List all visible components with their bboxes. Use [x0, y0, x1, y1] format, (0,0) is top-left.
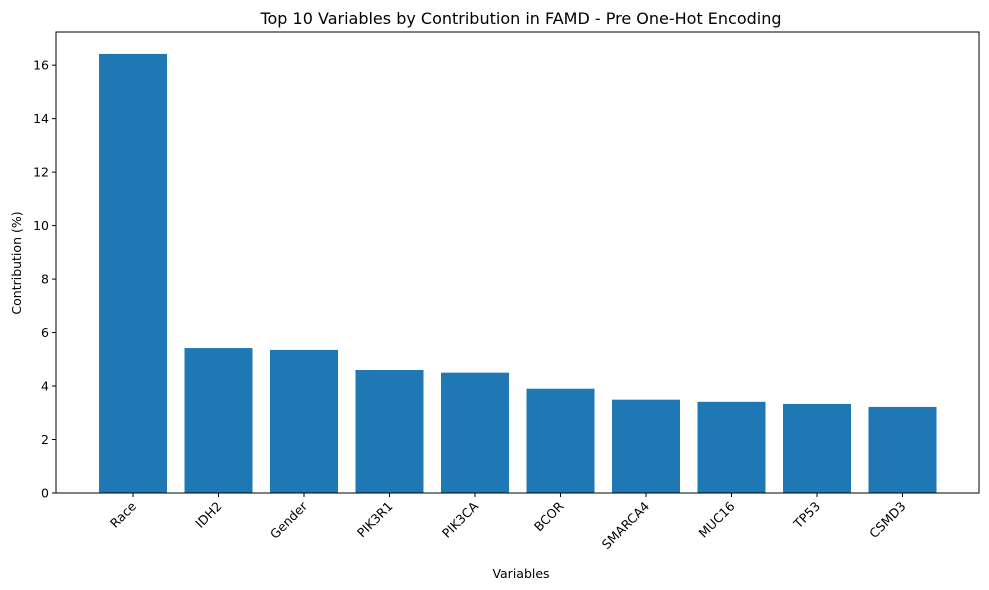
x-tick-label: PIK3CA [439, 498, 481, 540]
y-tick-label: 16 [33, 58, 49, 73]
y-tick-label: 4 [41, 379, 49, 394]
bar-race [99, 53, 167, 494]
plot-area: 0 2 4 6 8 10 12 14 16 Race IDH2 Gender PIK3R1 PIK3CA B… [33, 31, 980, 552]
y-tick-label: 2 [41, 432, 49, 447]
x-tick-label: PIK3R1 [354, 499, 396, 541]
bar-tp53 [783, 403, 851, 493]
x-tick-label: BCOR [531, 498, 567, 534]
bar-idh2 [184, 348, 253, 493]
y-axis-label: Contribution (%) [9, 211, 24, 314]
x-tick-label: IDH2 [192, 499, 224, 531]
x-tick-label: CSMD3 [866, 499, 908, 541]
y-tick-label: 0 [41, 486, 49, 501]
y-tick-label: 10 [33, 218, 49, 233]
x-tick-label: TP53 [790, 499, 823, 532]
x-tick-label: Race [107, 498, 139, 530]
plot-frame [55, 31, 980, 494]
y-tick-label: 12 [33, 165, 49, 180]
bar-bcor [526, 388, 595, 493]
y-tick-label: 6 [41, 325, 49, 340]
bar-csmd3 [868, 406, 937, 493]
x-tick-label: SMARCA4 [599, 498, 652, 551]
x-axis-label: Variables [492, 566, 549, 581]
y-tick-label: 14 [33, 111, 49, 126]
bar-pik3ca [441, 372, 509, 493]
x-tick-label: Gender [267, 498, 311, 542]
chart-title: Top 10 Variables by Contribution in FAMD… [259, 9, 781, 28]
bar-smarca4 [612, 399, 680, 493]
bar-muc16 [697, 401, 766, 493]
bar-pik3r1 [355, 370, 424, 493]
y-tick-label: 8 [41, 272, 49, 287]
x-tick-label: MUC16 [695, 498, 737, 540]
bar-gender [270, 349, 338, 493]
